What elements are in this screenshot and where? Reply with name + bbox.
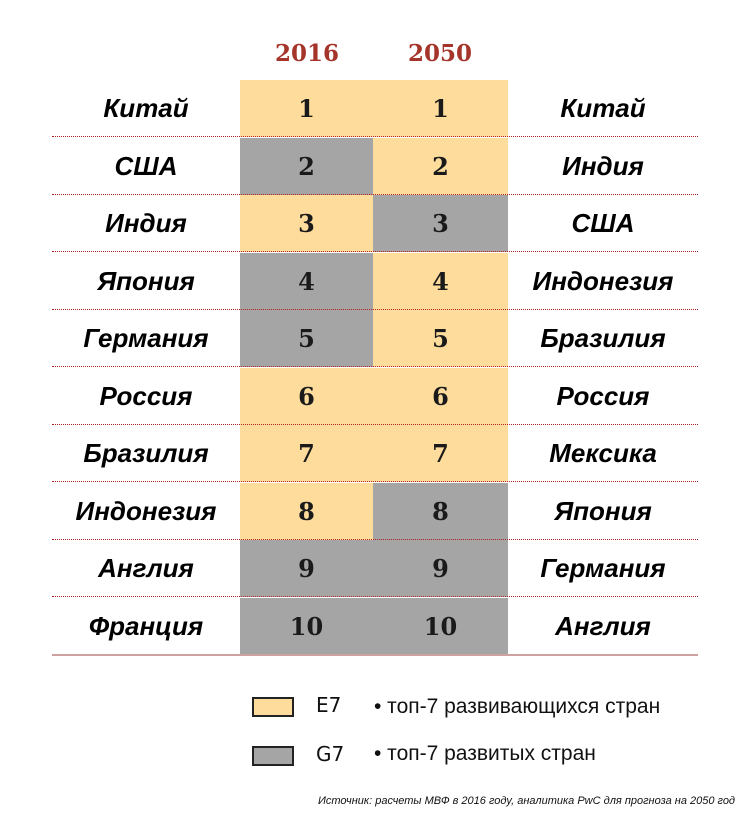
country-2016: Россия bbox=[99, 380, 193, 411]
legend-g7-label: G7 bbox=[316, 742, 345, 766]
rank-cell-2016: 1 bbox=[240, 80, 373, 137]
table-row: 2 2 США Индия bbox=[52, 137, 698, 195]
rank-cell-2016: 7 bbox=[240, 425, 373, 482]
rank-cell-2016: 8 bbox=[240, 482, 373, 540]
legend-e7-label: E7 bbox=[316, 693, 342, 717]
country-2050: Бразилия bbox=[540, 323, 666, 353]
table-row: 7 7 Бразилия Мексика bbox=[52, 425, 698, 482]
legend-e7-swatch bbox=[252, 697, 294, 717]
country-2050: Китай bbox=[560, 93, 646, 123]
row-separator bbox=[52, 481, 698, 482]
legend-g7-description: • топ-7 развитых стран bbox=[374, 742, 596, 765]
year-header-2016: 2016 bbox=[274, 40, 339, 67]
table-row: 3 3 Индия США bbox=[52, 195, 698, 252]
rank-cell-2050: 2 bbox=[373, 137, 508, 195]
rank-cell-2050: 8 bbox=[373, 482, 508, 540]
country-2050: Индия bbox=[562, 150, 644, 181]
country-2016: Индонезия bbox=[75, 495, 217, 526]
rank-cell-2016: 2 bbox=[240, 137, 373, 195]
legend-e7-description: • топ-7 развивающихся стран bbox=[374, 695, 661, 718]
country-2050: Россия bbox=[556, 380, 650, 411]
rank-cell-2016: 10 bbox=[240, 597, 373, 655]
rank-cell-2050: 6 bbox=[373, 367, 508, 425]
country-2016: Германия bbox=[83, 323, 209, 353]
country-2016: Бразилия bbox=[83, 438, 209, 468]
rank-cell-2050: 7 bbox=[373, 425, 508, 482]
row-separator bbox=[52, 538, 698, 540]
country-2016: Индия bbox=[105, 208, 187, 238]
country-2016: Англия bbox=[98, 553, 194, 583]
rank-cell-2016: 6 bbox=[240, 367, 373, 425]
rank-cell-2050: 9 bbox=[373, 540, 508, 597]
row-separator bbox=[52, 308, 698, 310]
table-row: 6 6 Россия Россия bbox=[52, 367, 698, 425]
legend-g7-swatch bbox=[252, 746, 294, 766]
rank-cell-2050: 5 bbox=[373, 310, 508, 367]
row-separator bbox=[52, 136, 698, 137]
table-row: 9 9 Англия Германия bbox=[52, 540, 698, 597]
rank-cell-2050: 1 bbox=[373, 80, 508, 137]
country-2050: Германия bbox=[540, 553, 666, 583]
country-2016: Япония bbox=[97, 265, 195, 296]
row-separator bbox=[52, 193, 698, 195]
source-note: Источник: расчеты МВФ в 2016 году, анали… bbox=[318, 795, 736, 807]
country-2050: Япония bbox=[554, 495, 652, 526]
table-row: 1 1 Китай Китай bbox=[52, 80, 698, 137]
rank-cell-2016: 9 bbox=[240, 540, 373, 597]
country-2016: Франция bbox=[88, 610, 204, 641]
table-row: 5 5 Германия Бразилия bbox=[52, 310, 698, 367]
row-separator bbox=[52, 251, 698, 252]
rank-cell-2050: 3 bbox=[373, 195, 508, 252]
rank-cell-2016: 4 bbox=[240, 252, 373, 310]
row-separator bbox=[52, 366, 698, 367]
row-separator bbox=[52, 596, 698, 597]
table-row: 10 10 Франция Англия bbox=[52, 597, 698, 656]
country-2016: США bbox=[114, 150, 178, 181]
rank-cell-2050: 10 bbox=[373, 597, 508, 655]
country-2050: Индонезия bbox=[532, 265, 674, 296]
row-separator bbox=[52, 423, 698, 425]
country-2050: США bbox=[571, 208, 635, 238]
row-separator bbox=[52, 653, 698, 656]
country-2016: Китай bbox=[103, 93, 189, 123]
country-2050: Англия bbox=[555, 610, 651, 641]
rank-cell-2016: 5 bbox=[240, 310, 373, 367]
rank-cell-2016: 3 bbox=[240, 195, 373, 252]
table-row: 8 8 Индонезия Япония bbox=[52, 482, 698, 540]
table-row: 4 4 Япония Индонезия bbox=[52, 252, 698, 310]
rank-cell-2050: 4 bbox=[373, 252, 508, 310]
year-header-2050: 2050 bbox=[407, 40, 472, 67]
country-2050: Мексика bbox=[549, 438, 657, 468]
